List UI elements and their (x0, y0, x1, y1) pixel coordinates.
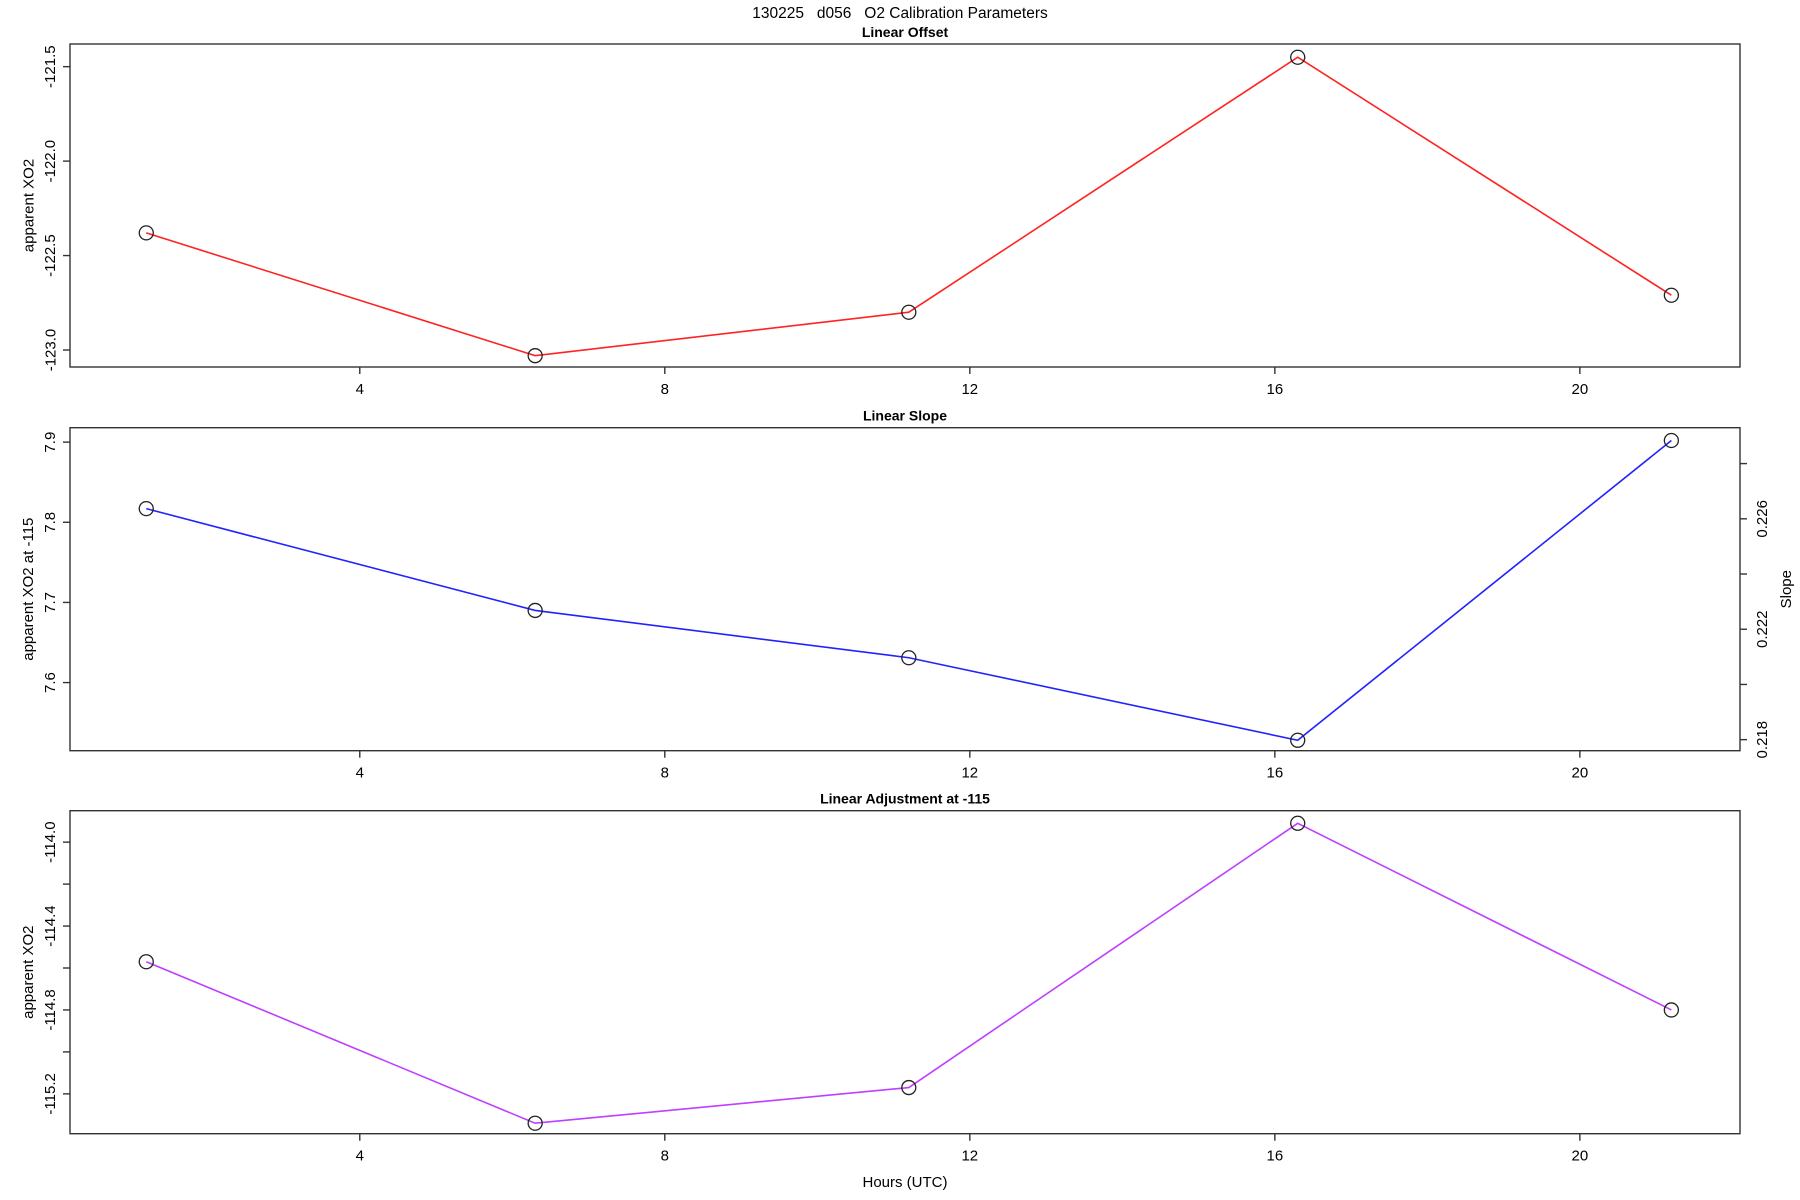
y-axis-label: apparent XO2 (20, 925, 37, 1018)
right-axis-tick-label: 0.222 (1754, 610, 1771, 648)
x-tick-label: 12 (961, 1148, 978, 1165)
panel-title: Linear Slope (863, 408, 947, 424)
series-line (146, 56, 1672, 357)
right-axis-label: Slope (1778, 570, 1795, 608)
x-tick-label: 8 (661, 765, 669, 782)
data-point (138, 225, 154, 241)
y-tick-label: -123.0 (42, 329, 59, 372)
x-tick-label: 16 (1266, 765, 1283, 782)
data-point (1663, 287, 1680, 303)
data-point (1290, 732, 1306, 748)
plot-border (69, 810, 1741, 1135)
series-line (146, 439, 1672, 742)
panel-linear-offset: 4 8 12 16 20 -121.5 -122.0 -122.5 -123.0 Linear … (20, 24, 1741, 398)
panel-title: Linear Adjustment at -115 (820, 791, 990, 807)
y-tick-label: -114.0 (42, 821, 59, 862)
y-tick-label: -122.5 (42, 234, 59, 277)
x-tick-label: 20 (1572, 1148, 1589, 1165)
panel-plot-area: 4 8 12 16 20 7.9 7.8 7.7 7.6 0.218 0.222 0.226 (42, 427, 1771, 782)
data-point (1663, 432, 1680, 449)
data-point (138, 501, 154, 517)
y-tick-label: -115.2 (42, 1073, 59, 1114)
y-axis-label: apparent XO2 at -115 (20, 518, 37, 661)
plot-border (69, 427, 1741, 752)
right-axis-tick-label: 0.226 (1754, 500, 1771, 538)
panel-plot-area: 4 8 12 16 20 -114.0 -114.4 -114.8 -115.2 (42, 810, 1741, 1165)
data-point (1290, 815, 1306, 831)
data-point (138, 954, 154, 970)
x-tick-label: 20 (1572, 765, 1589, 782)
data-point (1663, 1002, 1680, 1018)
data-point (1290, 49, 1306, 65)
x-tick-label: 16 (1266, 1148, 1283, 1165)
data-point (527, 602, 543, 619)
y-tick-label: 7.6 (42, 672, 59, 693)
series-line (145, 822, 1672, 1125)
y-tick-label: 7.8 (42, 512, 59, 533)
data-point (901, 304, 917, 320)
x-tick-label: 16 (1266, 381, 1283, 398)
x-tick-label: 8 (661, 1148, 669, 1165)
x-tick-label: 20 (1572, 381, 1589, 398)
y-tick-label: -122.0 (42, 140, 59, 183)
data-point (527, 348, 543, 364)
x-axis-label: Hours (UTC) (863, 1174, 948, 1191)
plot-border (69, 43, 1741, 368)
panel-linear-slope: 4 8 12 16 20 7.9 7.8 7.7 7.6 0.218 0.222 0.226 Line… (20, 408, 1795, 782)
x-tick-label: 12 (961, 765, 978, 782)
data-point (527, 1115, 543, 1131)
y-tick-label: -114.4 (42, 905, 59, 946)
y-tick-label: 7.9 (42, 432, 59, 453)
x-tick-label: 4 (356, 765, 364, 782)
panel-plot-area: 4 8 12 16 20 -121.5 -122.0 -122.5 -123.0 (42, 43, 1741, 398)
data-point (901, 650, 917, 666)
figure-title: 130225 d056 O2 Calibration Parameters (752, 5, 1048, 22)
x-tick-label: 4 (356, 381, 364, 398)
panel-linear-adjustment: 4 8 12 16 20 -114.0 -114.4 -114.8 -115.2 Linear … (20, 791, 1741, 1165)
panel-title: Linear Offset (862, 24, 949, 40)
y-axis-label: apparent XO2 (20, 159, 37, 252)
x-tick-label: 8 (661, 381, 669, 398)
y-tick-label: -114.8 (42, 989, 59, 1030)
y-tick-label: 7.7 (42, 592, 59, 613)
x-tick-label: 4 (356, 1148, 364, 1165)
y-tick-label: -121.5 (42, 45, 59, 88)
right-axis-tick-label: 0.218 (1754, 721, 1771, 759)
data-point (901, 1079, 917, 1096)
x-tick-label: 12 (961, 381, 978, 398)
